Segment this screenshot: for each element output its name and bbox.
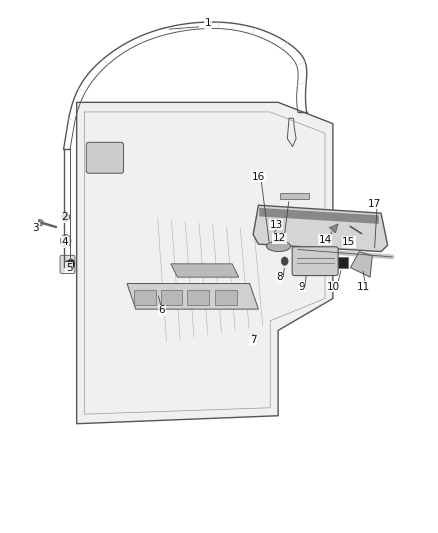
Text: 4: 4 [61, 237, 68, 247]
Text: 6: 6 [159, 305, 166, 315]
Bar [280, 193, 309, 199]
Polygon shape [259, 208, 379, 224]
Polygon shape [253, 205, 388, 252]
FancyBboxPatch shape [86, 142, 124, 173]
Circle shape [64, 238, 68, 244]
Text: 8: 8 [276, 272, 283, 282]
Bar [338, 257, 348, 268]
Bar [187, 290, 209, 305]
Polygon shape [329, 224, 338, 233]
Text: 17: 17 [368, 199, 381, 208]
Circle shape [67, 259, 75, 269]
FancyBboxPatch shape [60, 255, 75, 273]
Text: 9: 9 [298, 282, 305, 292]
Text: 7: 7 [250, 335, 257, 345]
Polygon shape [77, 102, 333, 424]
Circle shape [281, 257, 288, 265]
Polygon shape [127, 284, 258, 309]
Text: 10: 10 [327, 282, 340, 292]
Text: 12: 12 [273, 233, 286, 243]
Ellipse shape [266, 241, 291, 252]
Bar [215, 290, 237, 305]
Text: 16: 16 [252, 172, 265, 182]
Circle shape [64, 261, 71, 268]
Text: 11: 11 [357, 282, 370, 292]
Polygon shape [350, 252, 372, 277]
Text: 1: 1 [205, 19, 212, 28]
FancyBboxPatch shape [292, 247, 338, 276]
Circle shape [250, 330, 257, 338]
Bar [134, 290, 156, 305]
Text: 3: 3 [32, 223, 39, 232]
Polygon shape [171, 264, 239, 277]
Text: 15: 15 [342, 237, 355, 247]
Circle shape [60, 235, 71, 247]
Circle shape [62, 212, 70, 222]
Text: 2: 2 [61, 213, 68, 222]
Text: 5: 5 [66, 263, 73, 272]
Text: 13: 13 [269, 220, 283, 230]
Text: 14: 14 [318, 235, 332, 245]
Circle shape [38, 220, 43, 226]
Bar [161, 290, 182, 305]
